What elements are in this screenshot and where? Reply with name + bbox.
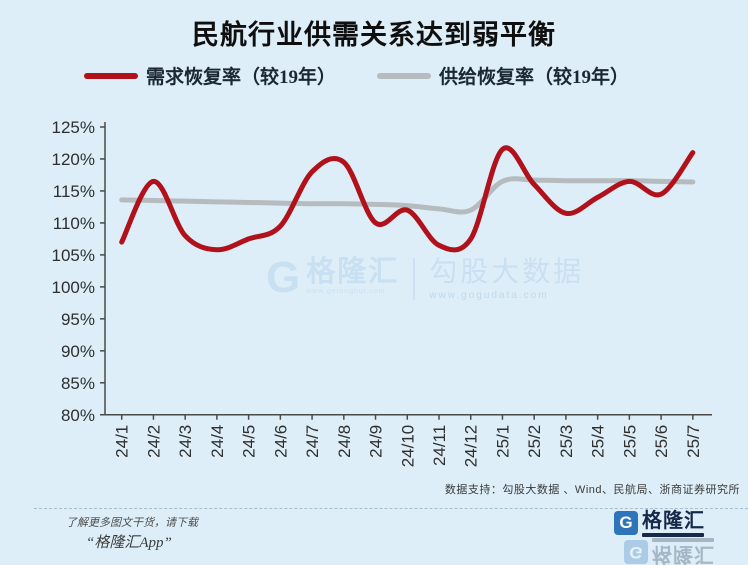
x-axis-label: 24/6: [271, 425, 290, 458]
x-axis-label: 25/6: [652, 425, 671, 458]
legend: 需求恢复率（较19年） 供给恢复率（较19年）: [0, 62, 748, 92]
y-axis-label: 100%: [52, 278, 95, 297]
x-axis-label: 24/12: [462, 425, 481, 468]
x-axis-label: 24/1: [113, 425, 132, 458]
x-axis-label: 25/3: [557, 425, 576, 458]
footer-promo-line1: 了解更多图文干货，请下载: [66, 517, 198, 529]
gelonghui-g-icon: G: [614, 511, 638, 535]
legend-label-demand: 需求恢复率（较19年）: [146, 67, 337, 88]
x-axis-label: 24/8: [335, 425, 354, 458]
data-source-note: 数据支持：勾股大数据 、Wind、民航局、浙商证券研究所: [444, 484, 740, 496]
x-axis-label: 24/10: [398, 425, 417, 468]
demand-line-swatch: [84, 72, 138, 79]
gelonghui-logo-reflection: G 格隆汇: [624, 538, 744, 565]
x-axis-label: 24/4: [208, 425, 227, 458]
x-axis-label: 25/4: [589, 425, 608, 458]
y-axis-label: 105%: [52, 246, 95, 265]
y-axis-label: 125%: [52, 118, 95, 137]
y-axis-label: 120%: [52, 150, 95, 169]
x-axis-label: 25/1: [493, 425, 512, 458]
y-axis-label: 95%: [61, 310, 95, 329]
gelonghui-logo-text: 格隆汇: [642, 510, 705, 532]
supply-line: [119, 176, 696, 215]
x-axis-label: 25/5: [620, 425, 639, 458]
y-axis-label: 110%: [53, 214, 95, 233]
gelonghui-logo: G 格隆汇 G 格隆汇: [614, 510, 744, 565]
x-axis-label: 25/2: [525, 425, 544, 458]
y-axis-label: 85%: [61, 374, 95, 393]
x-axis-label: 24/2: [144, 425, 163, 458]
x-axis-label: 25/7: [684, 425, 703, 458]
chart-title: 民航行业供需关系达到弱平衡: [192, 20, 556, 50]
x-axis-label: 24/11: [430, 425, 449, 466]
legend-item-demand: 需求恢复率（较19年）: [84, 62, 336, 89]
y-axis-label: 90%: [61, 342, 95, 361]
legend-label-supply: 供给恢复率（较19年）: [439, 67, 630, 88]
supply-line-swatch: [377, 72, 431, 79]
x-axis-label: 24/9: [367, 425, 386, 458]
x-axis-label: 24/7: [303, 425, 322, 458]
footer-promo-line2: “格隆汇App”: [86, 535, 172, 551]
x-axis-label: 24/5: [240, 425, 259, 458]
line-chart: 125% 120% 115% 110% 105% 100% 95% 90% 85% 80% 24/1…: [52, 118, 712, 468]
legend-item-supply: 供给恢复率（较19年）: [377, 62, 629, 89]
gelonghui-logo-bar: [642, 533, 704, 537]
y-axis-label: 80%: [61, 406, 95, 425]
x-axis-label: 24/3: [176, 425, 195, 458]
demand-line: [119, 145, 696, 253]
footer-divider: [34, 508, 748, 509]
y-axis-label: 115%: [53, 182, 95, 201]
